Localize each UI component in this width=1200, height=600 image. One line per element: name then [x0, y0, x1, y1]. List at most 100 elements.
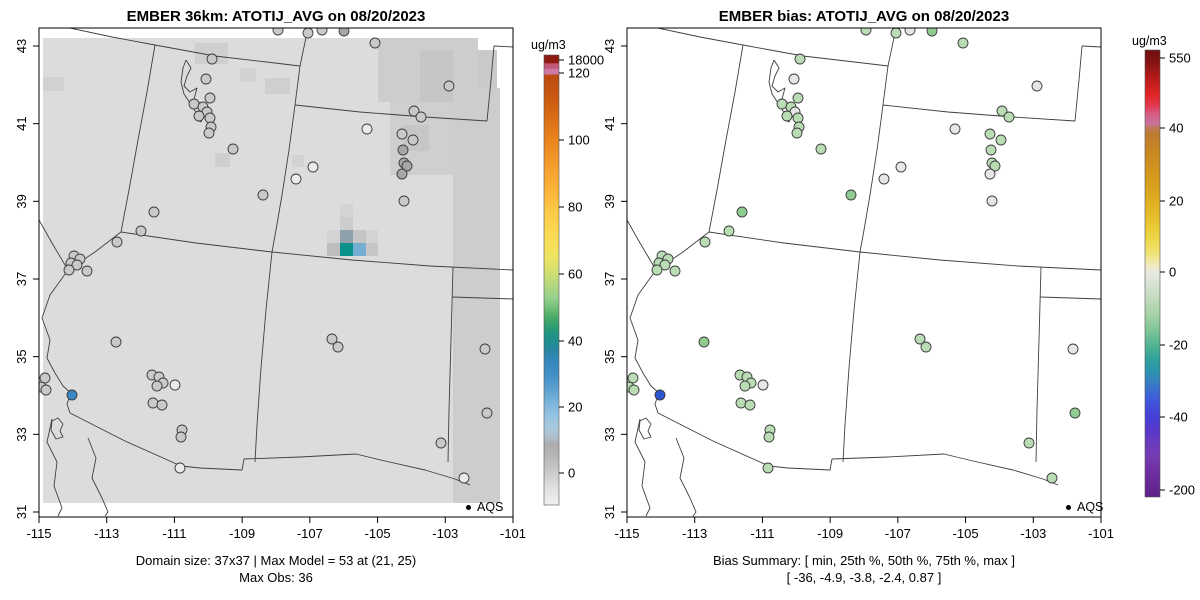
aqs-monitor-dot [338, 28, 350, 37]
state-border-line [627, 219, 657, 271]
aqs-monitor-dot [435, 437, 447, 449]
aqs-monitor-dot [396, 168, 408, 180]
aqs-monitor-dot [628, 384, 640, 396]
aqs-monitor-dot [1067, 343, 1079, 355]
aqs-monitor-dot [326, 333, 338, 345]
aqs-monitor-dot [926, 28, 938, 37]
state-border-line [69, 412, 471, 486]
x-tick-label: -105 [365, 526, 391, 541]
left-caption-line1: Domain size: 37x37 | Max Model = 53 at (… [135, 553, 417, 568]
aqs-monitor-dot [791, 127, 803, 139]
aqs-monitor-dot [659, 259, 671, 271]
state-border-line [638, 417, 652, 440]
x-tick-label: -115 [26, 526, 51, 541]
aqs-monitor-dot [174, 462, 186, 474]
aqs-monitor-dot [904, 28, 916, 36]
aqs-monitor-dot [890, 28, 902, 39]
state-border-line [46, 418, 63, 517]
x-tick-label: -113 [94, 526, 119, 541]
aqs-monitor-dot [985, 144, 997, 156]
aqs-monitor-dot [984, 128, 996, 140]
state-border-line [842, 251, 861, 463]
state-border-line [1039, 296, 1101, 300]
model-grid-cell [265, 78, 290, 94]
state-border-line [294, 104, 488, 122]
y-tick-label: 31 [14, 505, 29, 519]
aqs-monitor-dot [763, 431, 775, 443]
x-tick-label: -101 [500, 526, 526, 541]
aqs-monitor-dot [156, 399, 168, 411]
left-plot-frame [38, 27, 514, 518]
state-border-line [742, 44, 889, 67]
colorbar-tick-label: 120 [568, 66, 590, 81]
aqs-monitor-dot [1069, 407, 1081, 419]
aqs-monitor-dot [788, 73, 800, 85]
aqs-monitor-dot [1023, 437, 1035, 449]
y-tick-label: 35 [14, 349, 29, 363]
model-grid-cell [366, 230, 378, 243]
aqs-marker-dot [1066, 504, 1071, 510]
model-grid-cell [420, 50, 453, 102]
aqs-monitor-dot [290, 173, 302, 185]
x-tick-label: -101 [1088, 526, 1114, 541]
aqs-monitor-dot [914, 333, 926, 345]
model-grid-cell [366, 243, 378, 256]
model-grid-cell [340, 217, 353, 230]
aqs-monitor-dot [63, 264, 75, 276]
aqs-monitor-dot [895, 161, 907, 173]
aqs-monitor-dot [794, 53, 806, 65]
aqs-monitor-dot [135, 225, 147, 237]
left-caption-line2: Max Obs: 36 [239, 570, 313, 585]
model-grid-cell [353, 230, 366, 243]
state-border-line [486, 45, 495, 122]
y-tick-label: 41 [14, 116, 29, 130]
state-border-line [1081, 45, 1101, 48]
right-map [627, 28, 1101, 517]
aqs-monitor-dot [272, 28, 284, 36]
state-border-line [154, 44, 301, 67]
y-tick-label: 43 [602, 39, 617, 53]
x-tick-label: -107 [885, 526, 911, 541]
aqs-monitor-dot [188, 98, 200, 110]
model-grid-cell [215, 153, 230, 167]
aqs-monitor-dot [860, 28, 872, 36]
aqs-monitor-dot [147, 397, 159, 409]
model-grid-cell [240, 68, 256, 82]
aqs-monitor-dot [776, 98, 788, 110]
aqs-monitor-dot [698, 336, 710, 348]
state-border-line [859, 104, 884, 253]
aqs-monitor-dot [699, 236, 711, 248]
aqs-monitor-dot [316, 28, 328, 36]
aqs-monitor-dot [762, 462, 774, 474]
aqs-monitor-dot [669, 265, 681, 277]
colorbar-tick-label: 100 [568, 133, 590, 148]
colorbar-tick-label: 550 [1169, 51, 1191, 66]
colorbar-tick-label: 60 [568, 267, 582, 282]
aqs-monitor-dot [949, 123, 961, 135]
state-border-line [882, 104, 1076, 122]
right-plot-title: EMBER bias: ATOTIJ_AVG on 08/20/2023 [718, 8, 1010, 25]
aqs-monitor-dot [443, 80, 455, 92]
aqs-monitor-dot [397, 144, 409, 156]
x-tick-label: -111 [162, 526, 186, 541]
y-tick-label: 31 [602, 505, 617, 519]
y-tick-label: 41 [602, 116, 617, 130]
state-border-line [657, 412, 1059, 486]
aqs-monitor-dot [792, 112, 804, 124]
aqs-monitor-dot [227, 143, 239, 155]
y-tick-label: 39 [14, 194, 29, 208]
colorbar-tick-label: -20 [1169, 338, 1188, 353]
aqs-monitor-dot [781, 110, 793, 122]
state-border-line [1035, 266, 1042, 463]
colorbar-tick-label: 80 [568, 200, 582, 215]
aqs-monitor-dot [361, 123, 373, 135]
right-caption-line1: Bias Summary: [ min, 25th %, 50th %, 75t… [712, 553, 1015, 568]
state-border-line [120, 231, 513, 271]
aqs-monitor-dot [401, 160, 413, 172]
aqs-monitor-dot [415, 111, 427, 123]
aqs-monitor-dot [1003, 111, 1015, 123]
state-border-line [294, 65, 301, 106]
aqs-monitor-dot [204, 112, 216, 124]
right-aqs-legend: AQS [1066, 500, 1103, 514]
